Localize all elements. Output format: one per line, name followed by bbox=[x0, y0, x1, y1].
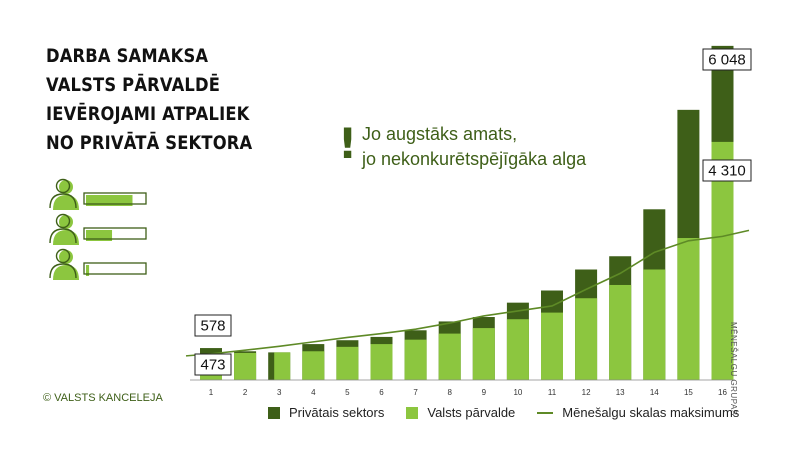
legend-item-line: Mēnešalgu skalas maksimums bbox=[537, 405, 739, 420]
data-label-1: 473 bbox=[200, 357, 225, 374]
x-tick-label-5: 5 bbox=[345, 388, 350, 397]
headline-line-4: NO PRIVĀTĀ SEKTORA bbox=[46, 132, 253, 154]
headline: DARBA SAMAKSA VALSTS PĀRVALDĒ IEVĒROJAMI… bbox=[46, 42, 270, 158]
bar-public-6 bbox=[370, 344, 393, 380]
x-tick-label-15: 15 bbox=[684, 388, 693, 397]
bar-public-8 bbox=[438, 333, 461, 380]
level-bar-fill bbox=[86, 230, 113, 241]
person-with-bar-icon bbox=[49, 213, 147, 245]
x-tick-label-14: 14 bbox=[650, 388, 659, 397]
person-head bbox=[55, 248, 71, 264]
headline-line-2: VALSTS PĀRVALDĒ bbox=[46, 74, 221, 96]
bar-public-11 bbox=[541, 312, 563, 380]
person-head bbox=[55, 213, 71, 229]
x-tick-label-8: 8 bbox=[447, 388, 452, 397]
data-label-box-3 bbox=[702, 159, 752, 182]
person-body-shadow bbox=[53, 230, 79, 245]
callout-line-1: Jo augstāks amats, bbox=[362, 124, 518, 144]
person-body bbox=[49, 193, 77, 209]
x-tick-label-16: 16 bbox=[718, 388, 727, 397]
level-bar-fill bbox=[86, 265, 90, 276]
x-axis-side-label: MĒNEŠALGU GRUPAS bbox=[729, 322, 738, 416]
legend-swatch-line bbox=[537, 411, 554, 414]
person-with-bar-icon bbox=[49, 248, 147, 280]
exclamation-icon: ! bbox=[338, 119, 358, 168]
bar-public-4 bbox=[302, 351, 325, 380]
x-tick-label-10: 10 bbox=[513, 388, 522, 397]
level-bar-outline bbox=[83, 262, 147, 275]
people-icons bbox=[49, 178, 147, 280]
level-bar-fill bbox=[86, 195, 133, 206]
person-body-shadow bbox=[53, 195, 79, 210]
legend: Privātais sektors Valsts pārvalde Mēneša… bbox=[268, 405, 761, 420]
data-label-0: 578 bbox=[200, 318, 225, 335]
bar-public-14 bbox=[643, 269, 666, 380]
legend-label-private: Privātais sektors bbox=[289, 405, 385, 420]
legend-label-line: Mēnešalgu skalas maksimums bbox=[562, 405, 740, 420]
x-tick-label-4: 4 bbox=[311, 388, 316, 397]
headline-line-3: IEVĒROJAMI ATPALIEK bbox=[46, 103, 250, 125]
copyright: © VALSTS KANCELEJA bbox=[43, 392, 163, 404]
x-tick-label-2: 2 bbox=[243, 388, 248, 397]
data-label-box-2 bbox=[702, 48, 752, 71]
x-tick-label-9: 9 bbox=[482, 388, 487, 397]
data-label-box-1 bbox=[194, 353, 232, 376]
bar-public-9 bbox=[472, 328, 495, 380]
callout-text: Jo augstāks amats, jo nekonkurētspējīgāk… bbox=[362, 122, 586, 172]
bar-public-7 bbox=[404, 339, 427, 380]
bar-public-2 bbox=[234, 352, 257, 380]
legend-swatch-private bbox=[268, 406, 280, 419]
person-body bbox=[49, 228, 77, 244]
data-label-2: 6 048 bbox=[708, 52, 746, 69]
callout-note: ! Jo augstāks amats, jo nekonkurētspējīg… bbox=[338, 122, 586, 172]
x-tick-label-1: 1 bbox=[209, 388, 214, 397]
headline-line-1: DARBA SAMAKSA bbox=[46, 45, 209, 67]
person-head bbox=[55, 178, 71, 194]
bar-public-3 bbox=[274, 352, 291, 380]
data-label-3: 4 310 bbox=[708, 163, 746, 180]
series-line-scale-max bbox=[185, 229, 750, 357]
person-with-bar-icon bbox=[49, 178, 147, 210]
x-tick-label-6: 6 bbox=[379, 388, 384, 397]
bar-public-13 bbox=[609, 284, 632, 380]
legend-item-private: Privātais sektors bbox=[268, 405, 384, 420]
bar-public-15 bbox=[677, 238, 700, 380]
bar-public-5 bbox=[336, 346, 359, 380]
x-tick-label-3: 3 bbox=[277, 388, 282, 397]
x-tick-label-13: 13 bbox=[616, 388, 625, 397]
legend-item-public: Valsts pārvalde bbox=[406, 405, 515, 420]
x-tick-label-11: 11 bbox=[548, 388, 557, 397]
bar-public-12 bbox=[575, 298, 598, 380]
x-tick-label-12: 12 bbox=[582, 388, 591, 397]
data-label-box-0 bbox=[194, 314, 232, 337]
person-body-shadow bbox=[53, 265, 79, 280]
bar-public-10 bbox=[506, 319, 529, 380]
bar-public-16 bbox=[711, 141, 734, 380]
legend-swatch-public bbox=[406, 406, 419, 419]
x-tick-label-7: 7 bbox=[413, 388, 418, 397]
level-bar-outline bbox=[83, 227, 147, 240]
level-bar-outline bbox=[83, 192, 147, 205]
person-body bbox=[49, 263, 77, 279]
legend-label-public: Valsts pārvalde bbox=[427, 405, 516, 420]
callout-line-2: jo nekonkurētspējīgāka alga bbox=[362, 149, 587, 169]
